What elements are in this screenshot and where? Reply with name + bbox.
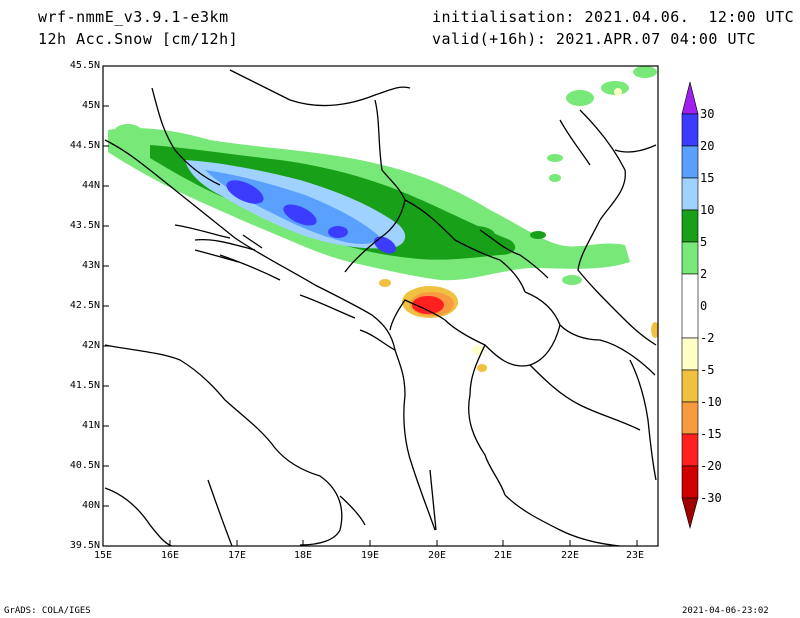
colorbar [681,81,699,530]
lat-tick-label: 44.5N [69,140,100,151]
snow-melt-area [379,88,658,372]
lat-tick-label: 42N [81,340,100,351]
lat-tick-label: 40.5N [69,460,100,471]
lon-tick-label: 18E [293,550,313,561]
colorbar-label: -15 [700,427,722,441]
lon-tick-label: 21E [493,550,513,561]
lat-tick-label: 41N [81,420,100,431]
lon-tick-label: 16E [160,550,180,561]
lon-tick-label: 20E [427,550,447,561]
lat-tick-label: 45.5N [69,60,100,71]
coastlines-borders [104,69,657,546]
colorbar-label: 0 [700,299,708,313]
colorbar-label: -30 [700,491,722,505]
init-time: initialisation: 2021.04.06. 12:00 UTC [432,8,795,26]
colorbar-label: 20 [700,139,715,153]
lon-tick-label: 19E [360,550,380,561]
colorbar-label: -5 [700,363,715,377]
footer-timestamp: 2021-04-06-23:02 [682,606,769,616]
lat-tick-label: 43N [81,260,100,271]
valid-time: valid(+16h): 2021.APR.07 04:00 UTC [432,30,757,48]
lon-tick-label: 17E [227,550,247,561]
footer-credit: GrADS: COLA/IGES [4,606,91,616]
lon-tick-label: 15E [93,550,113,561]
model-title: wrf-nmmE_v3.9.1-e3km [38,8,229,26]
axis-ticks [102,65,638,546]
colorbar-label: 2 [700,267,708,281]
colorbar-label: 30 [700,107,715,121]
colorbar-label: 5 [700,235,708,249]
snow-accumulation-band [108,66,657,285]
lat-tick-label: 43.5N [69,220,100,231]
lat-tick-label: 39.5N [69,540,100,551]
colorbar-label: 10 [700,203,715,217]
colorbar-label: -2 [700,331,715,345]
field-title: 12h Acc.Snow [cm/12h] [38,30,239,48]
colorbar-label: 15 [700,171,715,185]
colorbar-top-arrow [681,81,699,115]
lat-tick-label: 44N [81,180,100,191]
colorbar-bottom-arrow [681,497,699,530]
colorbar-label: -10 [700,395,722,409]
lon-tick-label: 22E [560,550,580,561]
lat-tick-label: 45N [81,100,100,111]
lat-tick-label: 40N [81,500,100,511]
lat-tick-label: 41.5N [69,380,100,391]
lon-tick-label: 23E [625,550,645,561]
lat-tick-label: 42.5N [69,300,100,311]
colorbar-label: -20 [700,459,722,473]
